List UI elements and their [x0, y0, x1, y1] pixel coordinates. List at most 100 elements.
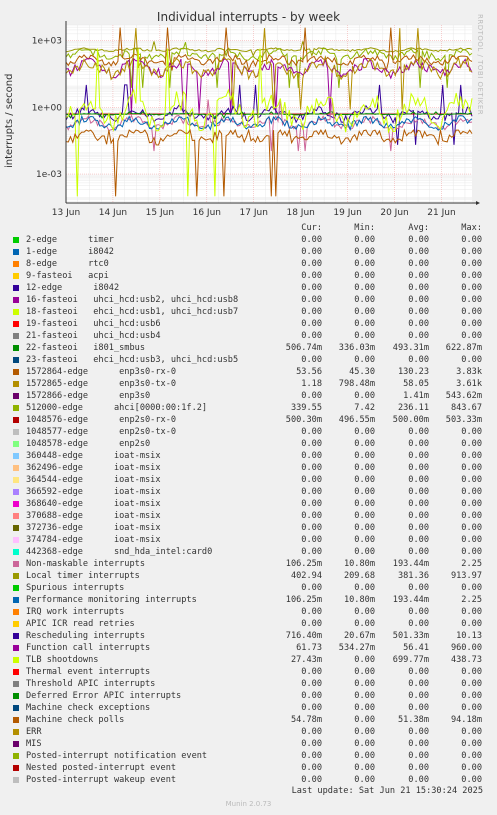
legend-avg-value: 0.00 [408, 259, 429, 269]
legend-avg-value: 0.00 [408, 451, 429, 461]
legend-cur-value: 0.00 [301, 679, 322, 689]
legend-row: Local timer interrupts 402.94 209.68 381.36… [10, 570, 482, 582]
legend-cur-value: 0.00 [301, 619, 322, 629]
legend-swatch [13, 717, 19, 723]
legend-swatch [13, 249, 19, 255]
legend-avg-value: 0.00 [408, 583, 429, 593]
legend-min-value: 0.00 [354, 547, 375, 557]
legend-max-value: 3.61k [456, 379, 482, 389]
legend-row: 362496-edge ioat-msix 0.00 0.00 0.00 0.00 [10, 462, 482, 474]
legend-row: 1572864-edge enp3s0-rx-0 53.56 45.30 130.23… [10, 366, 482, 378]
legend-max-value: 0.00 [461, 427, 482, 437]
legend-avg-value: 193.44m [392, 559, 429, 569]
legend-label: 19-fasteoi uhci_hcd:usb6 [26, 319, 161, 329]
legend-swatch [13, 729, 19, 735]
legend-row: 23-fasteoi ehci_hcd:usb3, uhci_hcd:usb5 0… [10, 354, 482, 366]
legend-max-value: 503.33m [445, 415, 482, 425]
legend-min-value: 534.27m [338, 643, 375, 653]
legend-label: 23-fasteoi ehci_hcd:usb3, uhci_hcd:usb5 [26, 355, 239, 365]
legend-max-value: 0.00 [461, 499, 482, 509]
legend-min-value: 0.00 [354, 247, 375, 257]
legend-cur-value: 0.00 [301, 463, 322, 473]
legend-avg-value: 0.00 [408, 739, 429, 749]
header-max: Max: [461, 223, 482, 233]
legend-avg-value: 193.44m [392, 595, 429, 605]
legend-swatch [13, 441, 19, 447]
legend-row: 1048577-edge enp2s0-tx-0 0.00 0.00 0.00 0.00 [10, 426, 482, 438]
legend-max-value: 0.00 [461, 331, 482, 341]
legend-row: 9-fasteoi acpi 0.00 0.00 0.00 0.00 [10, 270, 482, 282]
legend-swatch [13, 393, 19, 399]
legend-min-value: 0.00 [354, 427, 375, 437]
legend-cur-value: 0.00 [301, 751, 322, 761]
legend-min-value: 0.00 [354, 295, 375, 305]
legend-row: Rescheduling interrupts 716.40m 20.67m 501.… [10, 630, 482, 642]
legend-row: Function call interrupts 61.73 534.27m 56.4… [10, 642, 482, 654]
legend-avg-value: 0.00 [408, 511, 429, 521]
legend-avg-value: 0.00 [408, 763, 429, 773]
legend-row: Posted-interrupt wakeup event 0.00 0.00 0.0… [10, 774, 482, 786]
legend-avg-value: 0.00 [408, 427, 429, 437]
legend-min-value: 0.00 [354, 679, 375, 689]
legend-label: Nested posted-interrupt event [26, 763, 177, 773]
legend-label: IRQ work interrupts [26, 607, 125, 617]
legend-label: Local timer interrupts [26, 571, 140, 581]
legend-row: 22-fasteoi i801_smbus 506.74m 336.03m 493.3… [10, 342, 482, 354]
legend-min-value: 45.30 [349, 367, 375, 377]
legend-avg-value: 0.00 [408, 355, 429, 365]
legend-swatch [13, 297, 19, 303]
legend-swatch [13, 525, 19, 531]
legend-avg-value: 0.00 [408, 619, 429, 629]
legend-max-value: 10.13 [456, 631, 482, 641]
legend-row: 1048578-edge enp2s0 0.00 0.00 0.00 0.00 [10, 438, 482, 450]
legend-avg-value: 0.00 [408, 439, 429, 449]
legend-max-value: 0.00 [461, 703, 482, 713]
series-line [65, 48, 473, 197]
legend-cur-value: 0.00 [301, 499, 322, 509]
legend-cur-value: 0.00 [301, 391, 322, 401]
legend-cur-value: 402.94 [290, 571, 322, 581]
legend-swatch [13, 633, 19, 639]
legend-cur-value: 339.55 [290, 403, 322, 413]
legend-label: Threshold APIC interrupts [26, 679, 156, 689]
legend-cur-value: 0.00 [301, 583, 322, 593]
legend-cur-value: 0.00 [301, 283, 322, 293]
legend-min-value: 0.00 [354, 763, 375, 773]
legend-cur-value: 0.00 [301, 775, 322, 785]
legend-swatch [13, 429, 19, 435]
x-tick-label: 16 Jun [193, 208, 221, 218]
legend-label: APIC ICR read retries [26, 619, 135, 629]
legend-min-value: 798.48m [338, 379, 375, 389]
legend-max-value: 0.00 [461, 727, 482, 737]
legend-avg-value: 0.00 [408, 775, 429, 785]
legend-label: 368640-edge ioat-msix [26, 499, 161, 509]
legend-avg-value: 0.00 [408, 667, 429, 677]
legend-row: 366592-edge ioat-msix 0.00 0.00 0.00 0.00 [10, 486, 482, 498]
legend-avg-value: 0.00 [408, 319, 429, 329]
legend-row: 16-fasteoi uhci_hcd:usb2, uhci_hcd:usb8 0… [10, 294, 482, 306]
legend-swatch [13, 573, 19, 579]
last-update: Last update: Sat Jun 21 15:30:24 2025 [291, 786, 483, 796]
header-avg: Avg: [408, 223, 429, 233]
legend-row: Machine check exceptions 0.00 0.00 0.00 0.00 [10, 702, 482, 714]
legend-swatch [13, 405, 19, 411]
legend-swatch [13, 585, 19, 591]
legend-swatch [13, 681, 19, 687]
legend-max-value: 843.67 [450, 403, 482, 413]
legend-cur-value: 54.78m [290, 715, 322, 725]
legend-label: 12-edge i8042 [26, 283, 120, 293]
legend-row: 368640-edge ioat-msix 0.00 0.00 0.00 0.00 [10, 498, 482, 510]
legend-swatch [13, 237, 19, 243]
legend-min-value: 0.00 [354, 703, 375, 713]
legend-avg-value: 0.00 [408, 283, 429, 293]
legend-cur-value: 0.00 [301, 523, 322, 533]
legend-min-value: 209.68 [343, 571, 375, 581]
legend-swatch [13, 453, 19, 459]
legend-row: 370688-edge ioat-msix 0.00 0.00 0.00 0.00 [10, 510, 482, 522]
legend-min-value: 0.00 [354, 739, 375, 749]
legend-swatch [13, 489, 19, 495]
legend-header-row: Cur: Min: Avg: Max: [10, 222, 482, 234]
legend-row: TLB shootdowns 27.43m 0.00 699.77m 438.73 [10, 654, 482, 666]
x-tick-label: 21 Jun [427, 208, 455, 218]
legend-max-value: 543.62m [445, 391, 482, 401]
